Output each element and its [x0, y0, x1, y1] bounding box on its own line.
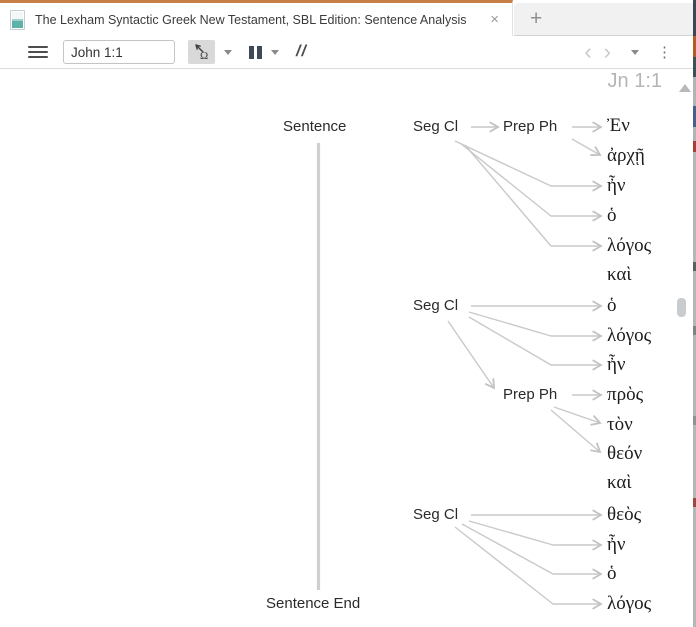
new-tab-button[interactable]: + [530, 7, 543, 30]
close-icon[interactable]: × [490, 11, 499, 28]
greek-word[interactable]: ἦν [607, 534, 626, 555]
menu-icon[interactable] [28, 45, 48, 59]
greek-word[interactable]: ἀρχῇ [607, 145, 645, 166]
connector-arrow [468, 311, 603, 342]
connector-arrow [550, 409, 602, 454]
syntax-node-prepph-1[interactable]: Prep Ph [503, 118, 558, 135]
connector-arrow [461, 523, 603, 580]
syntax-diagram [316, 121, 603, 610]
connector-arrow [468, 316, 603, 371]
chevron-down-icon[interactable] [271, 49, 279, 55]
back-icon[interactable]: ‹ [584, 39, 592, 64]
panel-toolbar: Ω // ‹ › ⋮ [0, 36, 696, 69]
forward-icon[interactable]: › [603, 39, 611, 64]
greek-word[interactable]: ὁ [607, 563, 617, 584]
syntax-node-segcl-2[interactable]: Seg Cl [413, 297, 459, 314]
kebab-menu-icon[interactable]: ⋮ [657, 43, 672, 61]
greek-word[interactable]: ἦν [607, 354, 626, 375]
greek-word[interactable]: καὶ [607, 264, 632, 285]
greek-word[interactable]: καὶ [607, 472, 632, 493]
svg-text:Ω: Ω [200, 50, 208, 61]
selection-omega-button[interactable]: Ω [188, 40, 215, 64]
passage-reference-label: Jn 1:1 [607, 70, 662, 92]
scroll-up-icon[interactable] [679, 84, 691, 92]
syntax-node-segcl-1[interactable]: Seg Cl [413, 118, 459, 135]
greek-word[interactable]: Ἐν [607, 115, 630, 136]
tab-title: The Lexham Syntactic Greek New Testament… [35, 12, 467, 27]
syntax-node-sentence-end[interactable]: Sentence End [266, 595, 361, 612]
greek-word[interactable]: θεόν [607, 443, 643, 464]
greek-word[interactable]: ὁ [607, 205, 617, 226]
tab-sentence-analysis[interactable]: The Lexham Syntactic Greek New Testament… [0, 0, 513, 36]
background-window-edge [693, 0, 696, 627]
connector-arrow [464, 144, 603, 252]
chevron-down-icon[interactable] [224, 49, 232, 55]
connector-arrow [459, 142, 603, 222]
greek-word[interactable]: πρὸς [607, 384, 644, 405]
connector-arrow [468, 520, 603, 551]
syntax-node-segcl-3[interactable]: Seg Cl [413, 506, 459, 523]
connector-arrow [454, 140, 603, 192]
greek-word[interactable]: ὁ [607, 295, 617, 316]
connector-arrow [454, 526, 603, 610]
reference-input[interactable] [63, 40, 175, 64]
tab-bar: The Lexham Syntactic Greek New Testament… [0, 0, 696, 36]
parallel-passages-icon[interactable]: // [296, 43, 307, 60]
history-dropdown-icon[interactable] [631, 49, 639, 55]
greek-word[interactable]: λόγος [607, 235, 652, 256]
greek-word[interactable]: λόγος [607, 593, 652, 614]
columns-pause-icon[interactable] [249, 45, 262, 59]
greek-word[interactable]: λόγος [607, 325, 652, 346]
syntax-node-prepph-2[interactable]: Prep Ph [503, 386, 558, 403]
connector-arrow [571, 138, 602, 156]
cursor-omega-icon: Ω [194, 43, 208, 61]
connector-arrow [553, 406, 602, 426]
scrollbar-thumb[interactable] [677, 298, 686, 317]
connector-arrow [447, 320, 496, 390]
tab-strip-empty-area: + [514, 3, 696, 36]
greek-word[interactable]: θεὸς [607, 504, 642, 525]
syntax-node-sentence[interactable]: Sentence [283, 118, 347, 135]
resource-book-icon [10, 9, 25, 30]
sentence-analysis-canvas: Jn 1:1 Sentence Seg Cl Prep Ph Seg Cl Prep P… [0, 69, 696, 627]
greek-word[interactable]: τὸν [607, 414, 633, 435]
greek-word[interactable]: ἦν [607, 175, 626, 196]
